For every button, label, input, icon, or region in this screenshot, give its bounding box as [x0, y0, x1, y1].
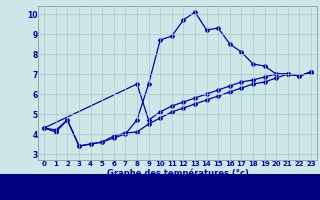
X-axis label: Graphe des températures (°c): Graphe des températures (°c) [107, 168, 249, 178]
